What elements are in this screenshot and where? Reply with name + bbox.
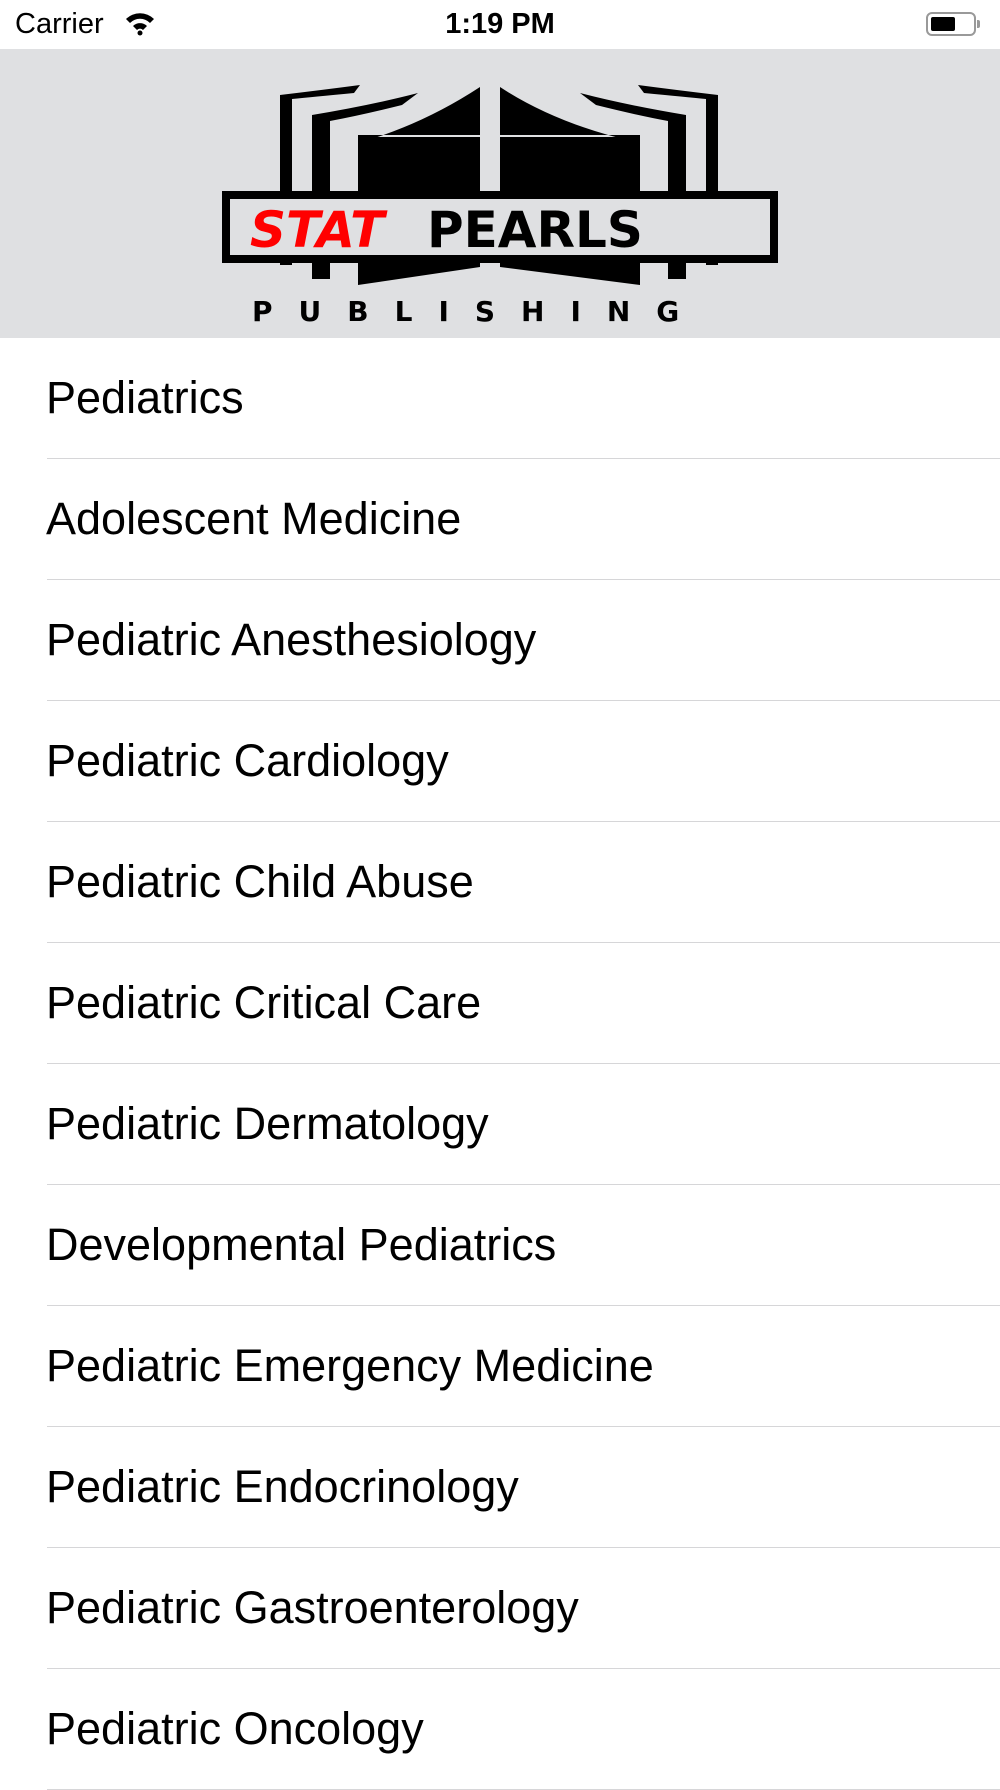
list-item[interactable]: Developmental Pediatrics [0,1185,1000,1306]
list-item[interactable]: Pediatric Anesthesiology [0,580,1000,701]
row-separator [47,1305,1000,1306]
list-item-label: Developmental Pediatrics [46,1219,557,1270]
row-separator [47,821,1000,822]
row-separator [47,700,1000,701]
list-item-label: Pediatric Gastroenterology [46,1582,579,1633]
list-item-label: Pediatric Oncology [46,1703,424,1754]
row-separator [47,1668,1000,1669]
list-item-label: Pediatric Dermatology [46,1098,489,1149]
row-separator [47,1426,1000,1427]
list-item[interactable]: Pediatric Gastroenterology [0,1548,1000,1669]
clock: 1:19 PM [445,8,555,40]
wifi-icon [124,10,156,41]
row-separator [47,1184,1000,1185]
row-separator [47,942,1000,943]
carrier-label: Carrier [15,8,104,40]
list-item[interactable]: Pediatric Oncology [0,1669,1000,1790]
row-separator [47,1063,1000,1064]
specialty-list: Pediatrics Adolescent Medicine Pediatric A… [0,338,1000,1790]
list-item-label: Pediatric Cardiology [46,735,449,786]
list-item-label: Pediatric Anesthesiology [46,614,537,665]
list-item[interactable]: Pediatric Emergency Medicine [0,1306,1000,1427]
list-item-label: Pediatrics [46,372,244,423]
list-item[interactable]: Pediatric Critical Care [0,943,1000,1064]
battery-icon [926,12,980,36]
list-item[interactable]: Pediatric Endocrinology [0,1427,1000,1548]
list-item-label: Pediatric Endocrinology [46,1461,519,1512]
row-separator [47,458,1000,459]
list-item-label: Pediatric Critical Care [46,977,482,1028]
logo-text-pearls: PEARLS [427,201,643,259]
list-item-label: Adolescent Medicine [46,493,462,544]
list-item-label: Pediatric Child Abuse [46,856,474,907]
list-item-label: Pediatric Emergency Medicine [46,1340,654,1391]
list-item[interactable]: Pediatric Child Abuse [0,822,1000,943]
status-bar: Carrier 1:19 PM [0,0,1000,49]
list-item[interactable]: Pediatric Dermatology [0,1064,1000,1185]
list-item[interactable]: Pediatrics [0,338,1000,459]
row-separator [47,1547,1000,1548]
row-separator [47,579,1000,580]
list-item[interactable]: Adolescent Medicine [0,459,1000,580]
statpearls-logo: STAT PEARLS PUBLISHING [222,85,778,328]
logo-text-stat: STAT [250,201,388,259]
header-banner: STAT PEARLS PUBLISHING [0,49,1000,338]
list-item[interactable]: Pediatric Cardiology [0,701,1000,822]
logo-subtitle: PUBLISHING [252,295,705,328]
